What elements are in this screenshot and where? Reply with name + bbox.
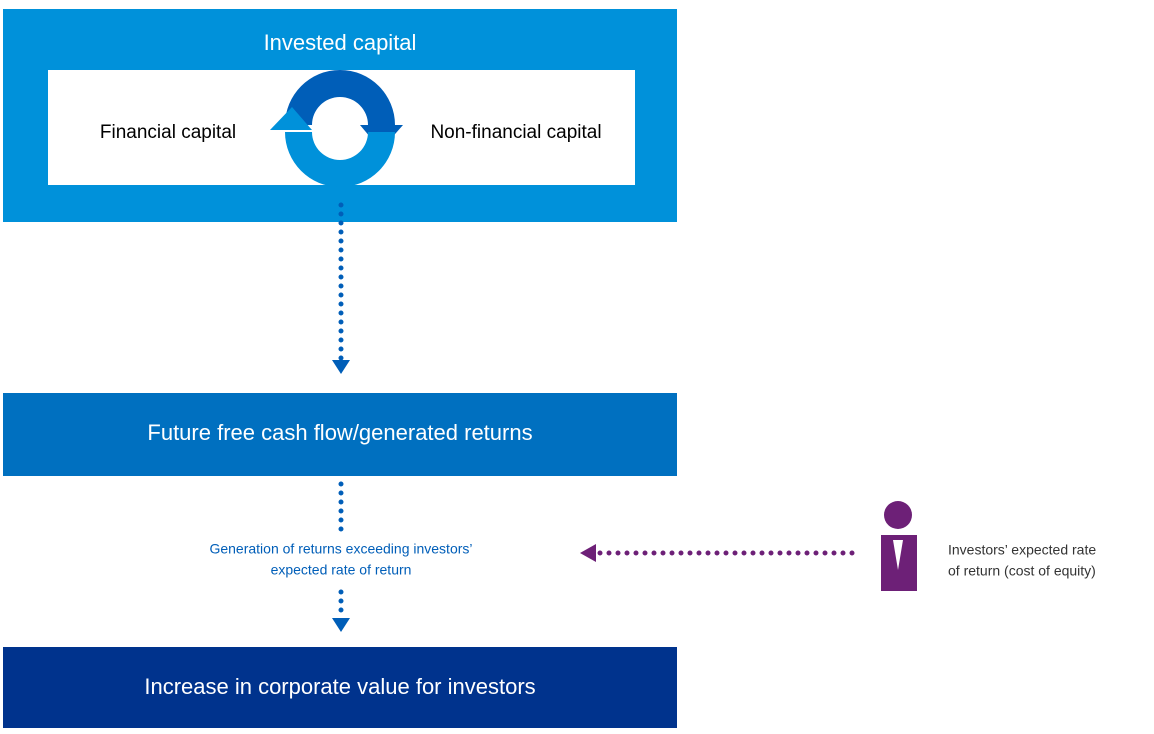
investor-icon [881, 501, 917, 591]
financial-capital: Financial capital [100, 122, 236, 143]
generation-line-1: Generation of returns exceeding investor… [209, 541, 472, 557]
cash-flow-text: Future free cash flow/generated returns [147, 420, 532, 445]
arrow-head [332, 360, 350, 374]
arrow-head [332, 618, 350, 632]
investor-line-2: of return (cost of equity) [948, 563, 1096, 579]
corporate-value-box [3, 647, 677, 728]
generation-line-2: expected rate of return [271, 562, 412, 578]
cycle-icon [270, 70, 403, 187]
invested-capital-title: Invested capital [264, 30, 417, 55]
arrow-head [580, 544, 596, 562]
non-financial-capital: Non-financial capital [430, 122, 601, 143]
cash-flow-box [3, 393, 677, 476]
investor-line-1: Investors’ expected rate [948, 542, 1096, 558]
corporate-value-text: Increase in corporate value for investor… [144, 674, 535, 699]
